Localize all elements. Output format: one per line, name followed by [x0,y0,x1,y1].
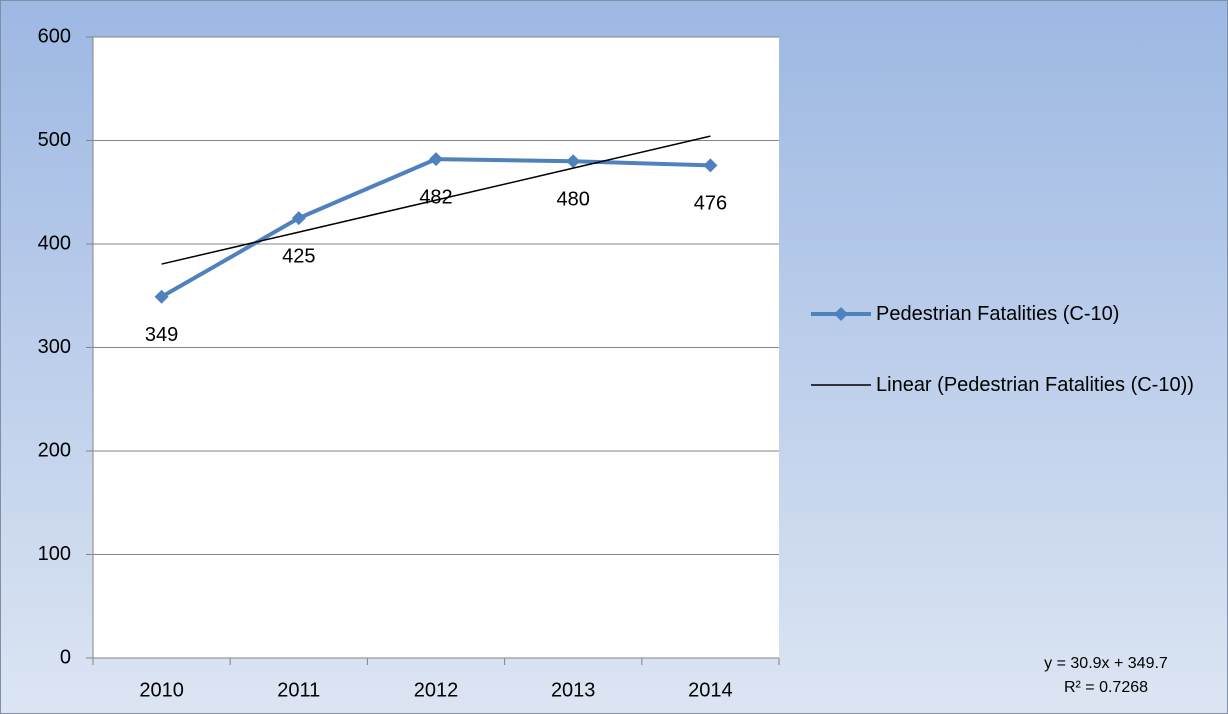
legend-label: Pedestrian Fatalities (C-10) [876,303,1120,325]
data-label: 482 [419,186,452,208]
marker [429,152,443,167]
equation: y = 30.9x + 349.7 [1044,655,1168,672]
marker [703,158,718,173]
legend-label: Linear (Pedestrian Fatalities (C-10)) [876,374,1194,396]
series-line [161,135,711,265]
marker [566,154,581,169]
y-tick-label: 300 [38,336,71,358]
x-tick-label: 2010 [139,679,184,701]
y-tick-label: 100 [38,543,71,565]
y-tick-label: 200 [38,439,71,461]
y-tick-label: 600 [38,25,71,47]
data-label: 425 [282,245,315,267]
x-tick-label: 2011 [277,679,320,701]
x-tick-label: 2014 [688,679,733,701]
legend-marker [834,307,848,321]
data-label: 480 [557,188,590,210]
marker [154,289,169,304]
data-label: 349 [145,324,178,346]
marker [291,211,306,226]
y-tick-label: 400 [38,232,71,254]
y-tick-label: 0 [60,646,71,668]
x-tick-label: 2013 [551,679,596,701]
r-squared: R² = 0.7268 [1063,679,1149,696]
y-tick-label: 500 [38,129,71,151]
data-label: 476 [694,193,727,215]
x-tick-label: 2012 [414,679,459,701]
